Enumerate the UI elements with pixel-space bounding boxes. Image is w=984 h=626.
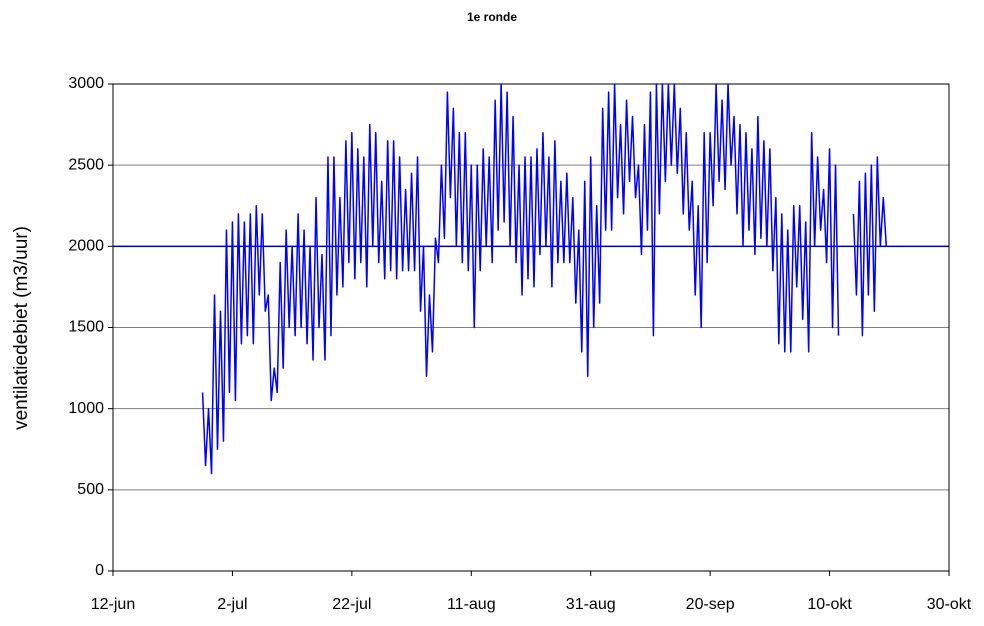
- x-tick-label: 22-jul: [332, 596, 371, 613]
- x-tick-label: 31-aug: [566, 596, 616, 613]
- plot-frame: [112, 83, 950, 572]
- x-tick-label: 2-jul: [217, 596, 247, 613]
- x-tick-label: 10-okt: [807, 596, 852, 613]
- data-line: [201, 83, 888, 475]
- y-tick-label: 2500: [68, 156, 104, 173]
- y-tick-label: 1500: [68, 319, 104, 336]
- y-tick-label: 0: [95, 562, 104, 579]
- chart-title: 1e ronde: [467, 10, 517, 24]
- y-tick-label: 1000: [68, 400, 104, 417]
- x-tick-label: 20-sep: [686, 596, 735, 613]
- y-tick-label: 500: [77, 481, 104, 498]
- x-tick-label: 30-okt: [927, 596, 972, 613]
- y-axis-label: ventilatiedebiet (m3/uur): [11, 226, 32, 430]
- y-tick-label: 3000: [68, 75, 104, 92]
- y-tick-label: 2000: [68, 238, 104, 255]
- x-tick-label: 12-jun: [91, 596, 135, 613]
- x-tick-label: 11-aug: [447, 596, 496, 613]
